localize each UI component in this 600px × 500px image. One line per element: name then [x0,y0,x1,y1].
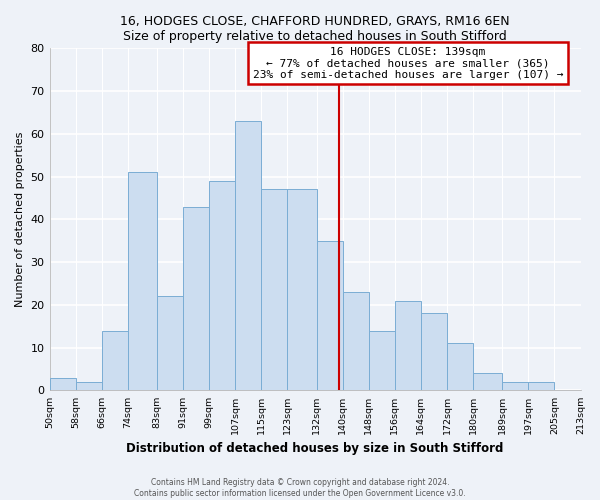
Bar [128,172,157,390]
Bar [209,181,235,390]
Y-axis label: Number of detached properties: Number of detached properties [15,132,25,307]
Bar [235,121,261,390]
Bar [473,374,502,390]
Bar [395,300,421,390]
Text: 16 HODGES CLOSE: 139sqm
← 77% of detached houses are smaller (365)
23% of semi-d: 16 HODGES CLOSE: 139sqm ← 77% of detache… [253,46,563,80]
Bar [369,330,395,390]
Bar [343,292,369,390]
X-axis label: Distribution of detached houses by size in South Stifford: Distribution of detached houses by size … [127,442,504,455]
Bar [447,344,473,390]
Bar [157,296,183,390]
Bar [502,382,529,390]
Title: 16, HODGES CLOSE, CHAFFORD HUNDRED, GRAYS, RM16 6EN
Size of property relative to: 16, HODGES CLOSE, CHAFFORD HUNDRED, GRAY… [120,15,510,43]
Bar [581,382,600,390]
Text: Contains HM Land Registry data © Crown copyright and database right 2024.
Contai: Contains HM Land Registry data © Crown c… [134,478,466,498]
Bar [287,190,317,390]
Bar [183,206,209,390]
Bar [261,190,287,390]
Bar [421,314,447,390]
Bar [76,382,101,390]
Bar [101,330,128,390]
Bar [317,241,343,390]
Bar [529,382,554,390]
Bar [50,378,76,390]
